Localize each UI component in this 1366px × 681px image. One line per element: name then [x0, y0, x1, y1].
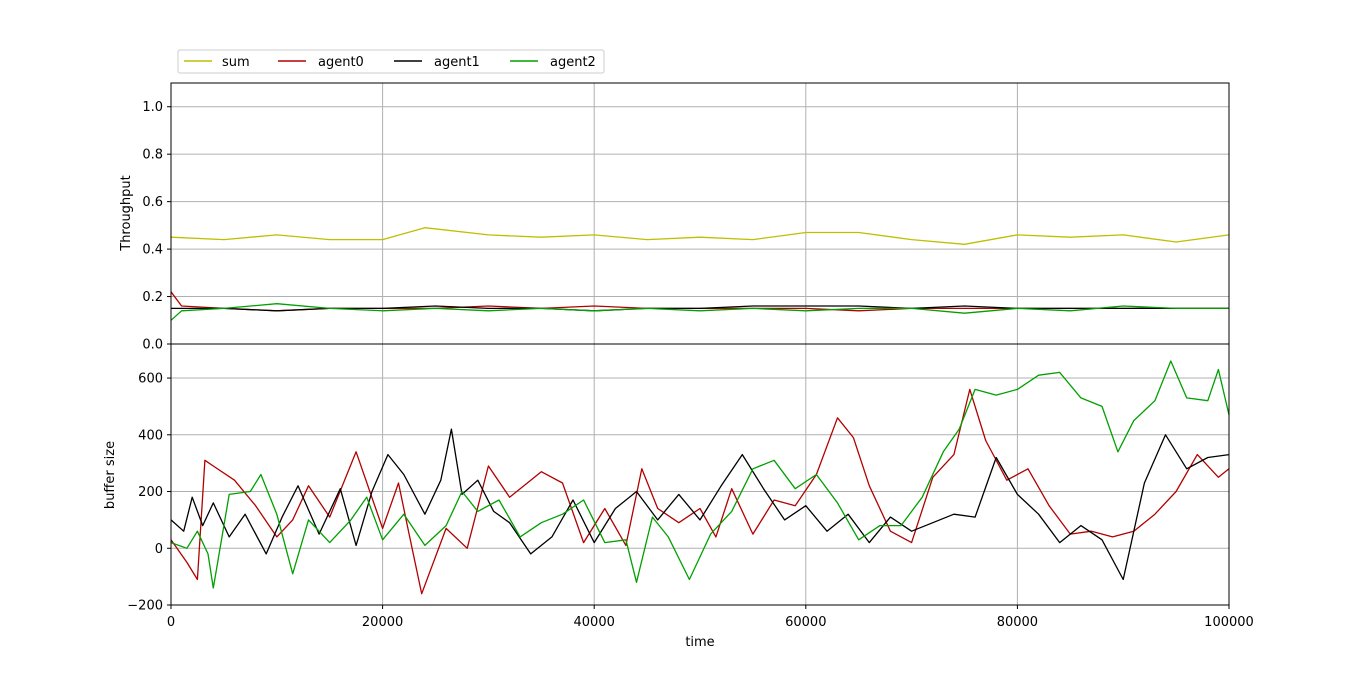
x-ticks: 0 20000 40000 60000 80000 100000 — [167, 605, 1254, 630]
buffer-series-agent1 — [170, 428, 1230, 581]
throughput-y-ticks: 0.0 0.2 0.4 0.6 0.8 1.0 — [142, 100, 171, 353]
buffer-grid — [170, 344, 1230, 606]
legend-label-agent1: agent1 — [434, 55, 480, 70]
legend: sum agent0 agent1 agent2 — [177, 49, 605, 74]
buffer-series-agent0 — [170, 388, 1230, 595]
buffer-ytick-label-3: 400 — [138, 428, 163, 443]
buffer-series — [170, 360, 1230, 595]
x-tick-label-3: 60000 — [785, 615, 826, 630]
throughput-ytick-label-1: 0.2 — [142, 290, 163, 305]
x-tick-label-5: 100000 — [1204, 615, 1254, 630]
buffer-y-ticks: −200 0 200 400 600 — [127, 372, 171, 614]
throughput-y-axis-label: Throughput — [119, 175, 134, 252]
x-axis-label: time — [685, 635, 714, 650]
buffer-ytick-label-0: −200 — [127, 599, 163, 614]
legend-frame — [177, 49, 605, 74]
legend-label-agent2: agent2 — [550, 55, 596, 70]
throughput-ytick-label-2: 0.4 — [142, 243, 163, 258]
throughput-panel: 0.0 0.2 0.4 0.6 0.8 1.0 Throughput — [119, 82, 1230, 353]
x-tick-label-4: 80000 — [997, 615, 1038, 630]
throughput-frame — [170, 82, 1230, 345]
throughput-ytick-label-4: 0.8 — [142, 148, 163, 163]
throughput-ytick-label-5: 1.0 — [142, 100, 163, 115]
buffer-y-axis-label: buffer size — [103, 441, 118, 509]
throughput-ytick-label-0: 0.0 — [142, 338, 163, 353]
x-tick-label-2: 40000 — [574, 615, 615, 630]
buffer-ytick-label-4: 600 — [138, 372, 163, 387]
buffer-frame — [170, 343, 1230, 606]
throughput-series-sum — [170, 227, 1230, 245]
buffer-series-agent2 — [170, 360, 1230, 589]
legend-label-agent0: agent0 — [318, 55, 364, 70]
x-tick-label-1: 20000 — [362, 615, 403, 630]
throughput-grid — [170, 83, 1230, 345]
legend-label-sum: sum — [222, 55, 250, 70]
x-tick-label-0: 0 — [167, 615, 175, 630]
buffer-panel: −200 0 200 400 600 0 20000 40000 60000 80000 1000… — [103, 343, 1254, 650]
buffer-ytick-label-2: 200 — [138, 485, 163, 500]
buffer-ytick-label-1: 0 — [155, 542, 163, 557]
throughput-series-agent2 — [170, 303, 1229, 321]
throughput-series — [170, 227, 1230, 321]
throughput-ytick-label-3: 0.6 — [142, 195, 163, 210]
